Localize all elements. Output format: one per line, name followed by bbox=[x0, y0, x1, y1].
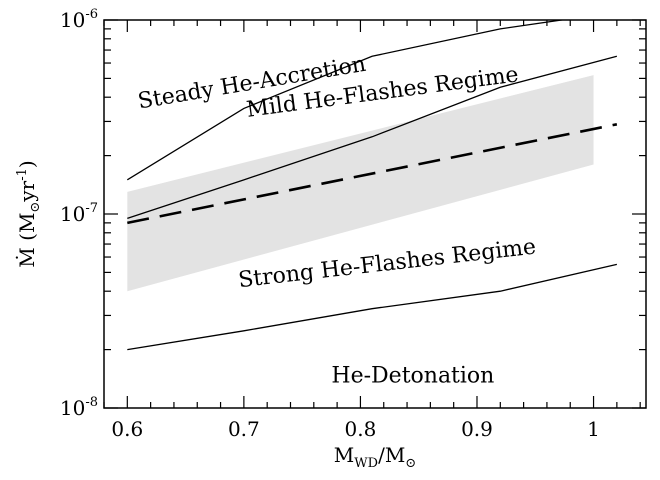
ticks-layer: 0.6 0.7 0.8 0.9 1 10-8 10-7 10-6 bbox=[60, 7, 646, 441]
y-tick-label: 10-8 bbox=[60, 395, 98, 420]
series-layer bbox=[126, 20, 618, 351]
y-axis-label: Ṁ (M⊙yr-1) bbox=[15, 160, 43, 267]
axis-labels-layer: MWD/M⊙ Ṁ (M⊙yr-1) bbox=[15, 160, 416, 471]
x-tick-label: 0.6 bbox=[111, 417, 143, 441]
series-line-4 bbox=[127, 263, 618, 351]
series-line-2 bbox=[127, 55, 618, 219]
shaded-band-layer bbox=[127, 75, 594, 292]
x-tick-label: 0.7 bbox=[228, 417, 260, 441]
y-tick-label: 10-7 bbox=[60, 201, 98, 226]
series-line-3 bbox=[127, 123, 618, 225]
region-label-4: He-Detonation bbox=[331, 364, 494, 389]
shaded-band bbox=[127, 75, 594, 292]
x-tick-label: 0.8 bbox=[345, 417, 377, 441]
x-axis-label: MWD/M⊙ bbox=[334, 443, 416, 471]
series-line-1 bbox=[126, 20, 567, 181]
x-tick-label: 0.9 bbox=[461, 417, 493, 441]
x-tick-label: 1 bbox=[587, 417, 600, 441]
y-tick-label: 10-6 bbox=[60, 7, 98, 32]
